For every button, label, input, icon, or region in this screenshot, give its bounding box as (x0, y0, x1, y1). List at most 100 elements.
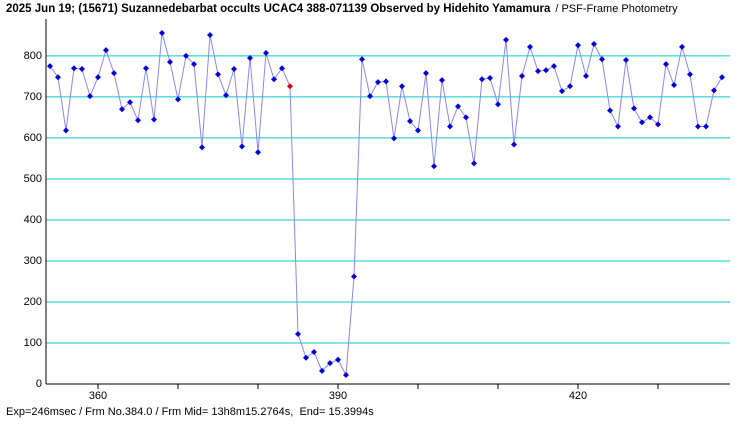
data-point (303, 354, 309, 361)
data-point (231, 66, 237, 73)
data-point (151, 116, 157, 123)
y-tick-label: 800 (24, 50, 42, 62)
y-tick-label: 500 (24, 173, 42, 185)
data-point (159, 29, 165, 36)
data-point (71, 65, 77, 72)
data-point (191, 61, 197, 68)
data-point (687, 71, 693, 78)
data-point (471, 160, 477, 167)
data-point (223, 92, 229, 99)
data-point (103, 47, 109, 54)
data-point (671, 82, 677, 89)
data-point (615, 123, 621, 130)
data-point (95, 74, 101, 81)
y-tick-label: 700 (24, 91, 42, 103)
data-point (503, 36, 509, 43)
data-point (279, 65, 285, 72)
data-point (127, 99, 133, 106)
data-point (119, 106, 125, 113)
y-tick-label: 0 (36, 378, 42, 390)
data-point (623, 57, 629, 64)
data-point (79, 66, 85, 73)
data-point (399, 83, 405, 90)
x-tick-label: 420 (569, 390, 587, 402)
data-point (415, 127, 421, 134)
data-point (439, 77, 445, 84)
x-tick-label: 390 (329, 390, 347, 402)
data-point (295, 330, 301, 337)
data-point (135, 117, 141, 124)
data-point (311, 349, 317, 356)
data-point (287, 83, 293, 90)
data-point (559, 88, 565, 95)
data-point (183, 52, 189, 59)
data-point (535, 68, 541, 75)
data-point (567, 83, 573, 90)
y-tick-label: 300 (24, 255, 42, 267)
data-point (495, 101, 501, 108)
data-point (455, 103, 461, 110)
data-point (375, 79, 381, 86)
data-point (351, 273, 357, 280)
data-point (47, 63, 53, 70)
data-point (247, 54, 253, 61)
data-point (487, 75, 493, 82)
data-point (175, 96, 181, 103)
data-point (647, 114, 653, 121)
data-point (335, 356, 341, 363)
data-point (383, 78, 389, 85)
data-point (575, 42, 581, 49)
data-point (207, 31, 213, 38)
data-point (199, 144, 205, 151)
y-tick-label: 600 (24, 132, 42, 144)
data-point (167, 59, 173, 66)
data-point (343, 371, 349, 378)
data-point (263, 50, 269, 57)
data-point (327, 360, 333, 367)
data-point (679, 43, 685, 50)
data-point (87, 93, 93, 100)
data-point (543, 67, 549, 74)
data-point (271, 76, 277, 83)
data-point (599, 56, 605, 63)
data-point (239, 143, 245, 150)
data-point (143, 65, 149, 72)
data-point (431, 163, 437, 170)
data-point (695, 123, 701, 130)
data-point (215, 71, 221, 78)
data-point (479, 76, 485, 83)
data-point (319, 367, 325, 374)
data-point (527, 43, 533, 50)
data-point (423, 70, 429, 77)
data-point (719, 74, 725, 81)
data-point (663, 61, 669, 68)
data-point (639, 119, 645, 126)
data-point (367, 93, 373, 100)
data-point (63, 127, 69, 134)
data-point (551, 63, 557, 70)
x-tick-label: 360 (89, 390, 107, 402)
data-point (711, 87, 717, 94)
y-tick-label: 100 (24, 337, 42, 349)
data-point (591, 41, 597, 48)
data-point (255, 149, 261, 156)
data-point (359, 56, 365, 63)
data-point (407, 118, 413, 125)
y-tick-label: 200 (24, 296, 42, 308)
data-point (655, 121, 661, 128)
data-point (511, 141, 517, 148)
data-point (631, 105, 637, 112)
data-point (111, 70, 117, 77)
data-point (463, 114, 469, 121)
data-point (55, 74, 61, 81)
data-point (391, 135, 397, 142)
data-point (703, 123, 709, 130)
footer: Exp=246msec / Frm No.384.0 / Frm Mid= 13… (6, 406, 374, 418)
data-point (519, 73, 525, 80)
data-point (583, 73, 589, 80)
chart-title: 2025 Jun 19; (15671) Suzannedebarbat occ… (6, 3, 551, 15)
chart-subtitle: / PSF-Frame Photometry (555, 3, 678, 15)
data-point (447, 123, 453, 130)
data-point (607, 107, 613, 114)
